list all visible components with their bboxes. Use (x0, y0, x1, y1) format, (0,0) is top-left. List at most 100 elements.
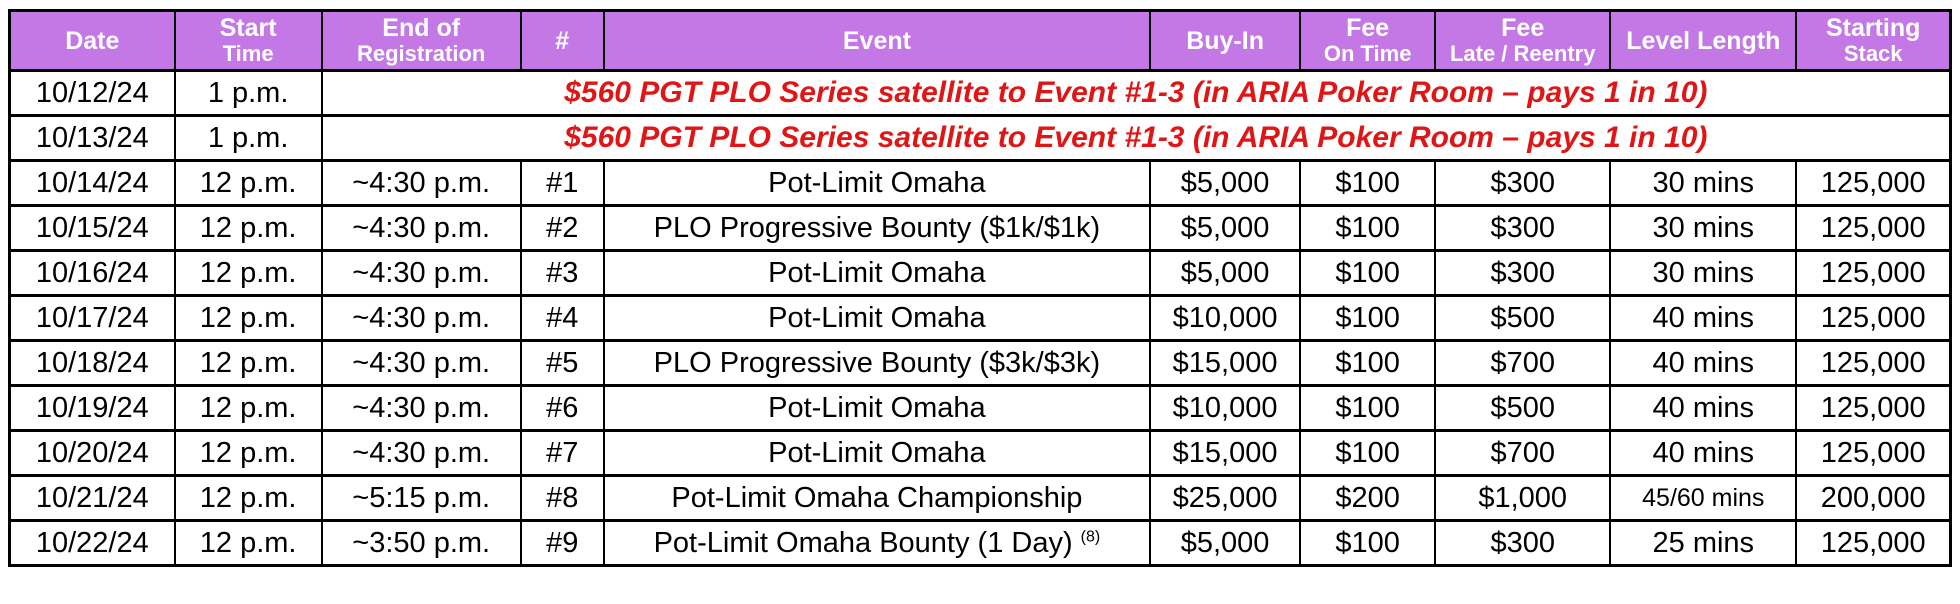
event-footnote: (8) (1080, 527, 1101, 545)
start-time-cell: 12 p.m. (173, 429, 323, 477)
event-name-cell: Pot-Limit Omaha (602, 249, 1152, 297)
date-cell: 10/15/24 (7, 204, 176, 252)
header-cell-level-length: Level Length (1609, 9, 1798, 72)
satellite-row: 10/13/24 1 p.m. $560 PGT PLO Series sate… (7, 114, 1952, 162)
event-number-cell: #8 (519, 474, 605, 522)
date-cell: 10/22/24 (7, 519, 176, 567)
satellite-row: 10/12/24 1 p.m. $560 PGT PLO Series sate… (7, 69, 1952, 117)
header-row: Date Start Time End of Registration # Even… (7, 9, 1953, 72)
level-length-cell: 30 mins (1609, 159, 1798, 207)
buy-in-cell: $10,000 (1149, 294, 1302, 342)
event-row: 10/21/24 12 p.m. ~5:15 p.m. #8 Pot-Limit… (7, 474, 1953, 522)
end-registration-cell: ~4:30 p.m. (320, 429, 522, 477)
buy-in-cell: $15,000 (1149, 339, 1302, 387)
start-time-cell: 12 p.m. (173, 339, 323, 387)
event-name: PLO Progressive Bounty ($1k/$1k) (653, 211, 1101, 244)
starting-stack-cell: 125,000 (1795, 159, 1953, 207)
event-row: 10/15/24 12 p.m. ~4:30 p.m. #2 PLO Progr… (7, 204, 1953, 252)
event-name-cell: PLO Progressive Bounty ($3k/$3k) (602, 339, 1152, 387)
end-registration-cell: ~3:50 p.m. (320, 519, 522, 567)
fee-on-time-cell: $100 (1299, 159, 1437, 207)
header-label: Date (65, 26, 120, 55)
header-label: Buy-In (1186, 26, 1264, 55)
fee-late-reentry-cell: $300 (1434, 159, 1612, 207)
fee-on-time-cell: $100 (1299, 429, 1437, 477)
start-time-cell: 12 p.m. (173, 474, 323, 522)
event-row: 10/18/24 12 p.m. ~4:30 p.m. #5 PLO Progr… (7, 339, 1953, 387)
fee-late-reentry-cell: $500 (1434, 384, 1612, 432)
table-header: Date Start Time End of Registration # Even… (7, 9, 1953, 72)
date-cell: 10/14/24 (7, 159, 176, 207)
event-number-cell: #3 (519, 249, 605, 297)
starting-stack-cell: 125,000 (1795, 429, 1953, 477)
header-label: End of (382, 14, 461, 43)
starting-stack-cell: 125,000 (1795, 384, 1953, 432)
starting-stack-cell: 125,000 (1795, 204, 1953, 252)
level-length-cell: 40 mins (1609, 339, 1798, 387)
event-number-cell: #1 (519, 159, 605, 207)
level-length-cell: 40 mins (1609, 429, 1798, 477)
event-number-cell: #9 (519, 519, 605, 567)
level-length-cell: 30 mins (1609, 204, 1798, 252)
header-label: Start (219, 14, 277, 43)
table-body: 10/12/24 1 p.m. $560 PGT PLO Series sate… (7, 69, 1953, 567)
fee-on-time-cell: $100 (1299, 249, 1437, 297)
header-label: Registration (357, 41, 486, 67)
start-time-cell: 12 p.m. (173, 249, 323, 297)
buy-in-cell: $5,000 (1149, 519, 1302, 567)
fee-late-reentry-cell: $300 (1434, 519, 1612, 567)
event-name-cell: Pot-Limit Omaha Bounty (1 Day) (8) (602, 519, 1152, 567)
header-cell-end-registration: End of Registration (320, 9, 522, 72)
fee-late-reentry-cell: $1,000 (1434, 474, 1612, 522)
buy-in-cell: $10,000 (1149, 384, 1302, 432)
start-time-cell: 12 p.m. (173, 519, 323, 567)
date-cell: 10/13/24 (7, 114, 176, 162)
event-name: Pot-Limit Omaha (768, 301, 986, 334)
header-cell-fee-late-reentry: Fee Late / Reentry (1434, 9, 1612, 72)
event-number-cell: #4 (519, 294, 605, 342)
starting-stack-cell: 125,000 (1795, 249, 1953, 297)
event-name-cell: Pot-Limit Omaha (602, 159, 1152, 207)
header-cell-start-time: Start Time (173, 9, 323, 72)
header-cell-date: Date (7, 9, 176, 72)
event-row: 10/22/24 12 p.m. ~3:50 p.m. #9 Pot-Limit… (7, 519, 1953, 567)
header-label: Level Length (1626, 26, 1781, 55)
starting-stack-cell: 200,000 (1795, 474, 1953, 522)
header-label: Time (222, 41, 274, 67)
buy-in-cell: $5,000 (1149, 204, 1302, 252)
date-cell: 10/17/24 (7, 294, 176, 342)
level-length-cell: 40 mins (1609, 384, 1798, 432)
plo-series-schedule-table: Date Start Time End of Registration # Even… (7, 9, 1953, 567)
header-label: On Time (1323, 41, 1412, 67)
header-label: Fee (1501, 14, 1545, 43)
start-time-cell: 12 p.m. (173, 204, 323, 252)
satellite-text-cell: $560 PGT PLO Series satellite to Event #… (320, 114, 1952, 162)
end-registration-cell: ~4:30 p.m. (320, 384, 522, 432)
fee-late-reentry-cell: $300 (1434, 249, 1612, 297)
header-label: # (555, 26, 570, 55)
starting-stack-cell: 125,000 (1795, 294, 1953, 342)
event-name: PLO Progressive Bounty ($3k/$3k) (653, 346, 1101, 379)
start-time-cell: 1 p.m. (173, 69, 323, 117)
event-name: Pot-Limit Omaha (768, 256, 986, 289)
header-cell-fee-on-time: Fee On Time (1299, 9, 1437, 72)
event-name: Pot-Limit Omaha Championship (671, 481, 1083, 514)
start-time-cell: 1 p.m. (173, 114, 323, 162)
fee-late-reentry-cell: $300 (1434, 204, 1612, 252)
date-cell: 10/18/24 (7, 339, 176, 387)
level-length-cell: 30 mins (1609, 249, 1798, 297)
date-cell: 10/21/24 (7, 474, 176, 522)
level-length-cell: 45/60 mins (1609, 474, 1798, 522)
header-label: Late / Reentry (1449, 41, 1596, 67)
end-registration-cell: ~5:15 p.m. (320, 474, 522, 522)
fee-on-time-cell: $200 (1299, 474, 1437, 522)
event-row: 10/19/24 12 p.m. ~4:30 p.m. #6 Pot-Limit… (7, 384, 1953, 432)
start-time-cell: 12 p.m. (173, 294, 323, 342)
header-label: Fee (1346, 14, 1390, 43)
end-registration-cell: ~4:30 p.m. (320, 294, 522, 342)
event-name-cell: Pot-Limit Omaha (602, 384, 1152, 432)
buy-in-cell: $5,000 (1149, 249, 1302, 297)
event-name: Pot-Limit Omaha (768, 391, 986, 424)
date-cell: 10/20/24 (7, 429, 176, 477)
